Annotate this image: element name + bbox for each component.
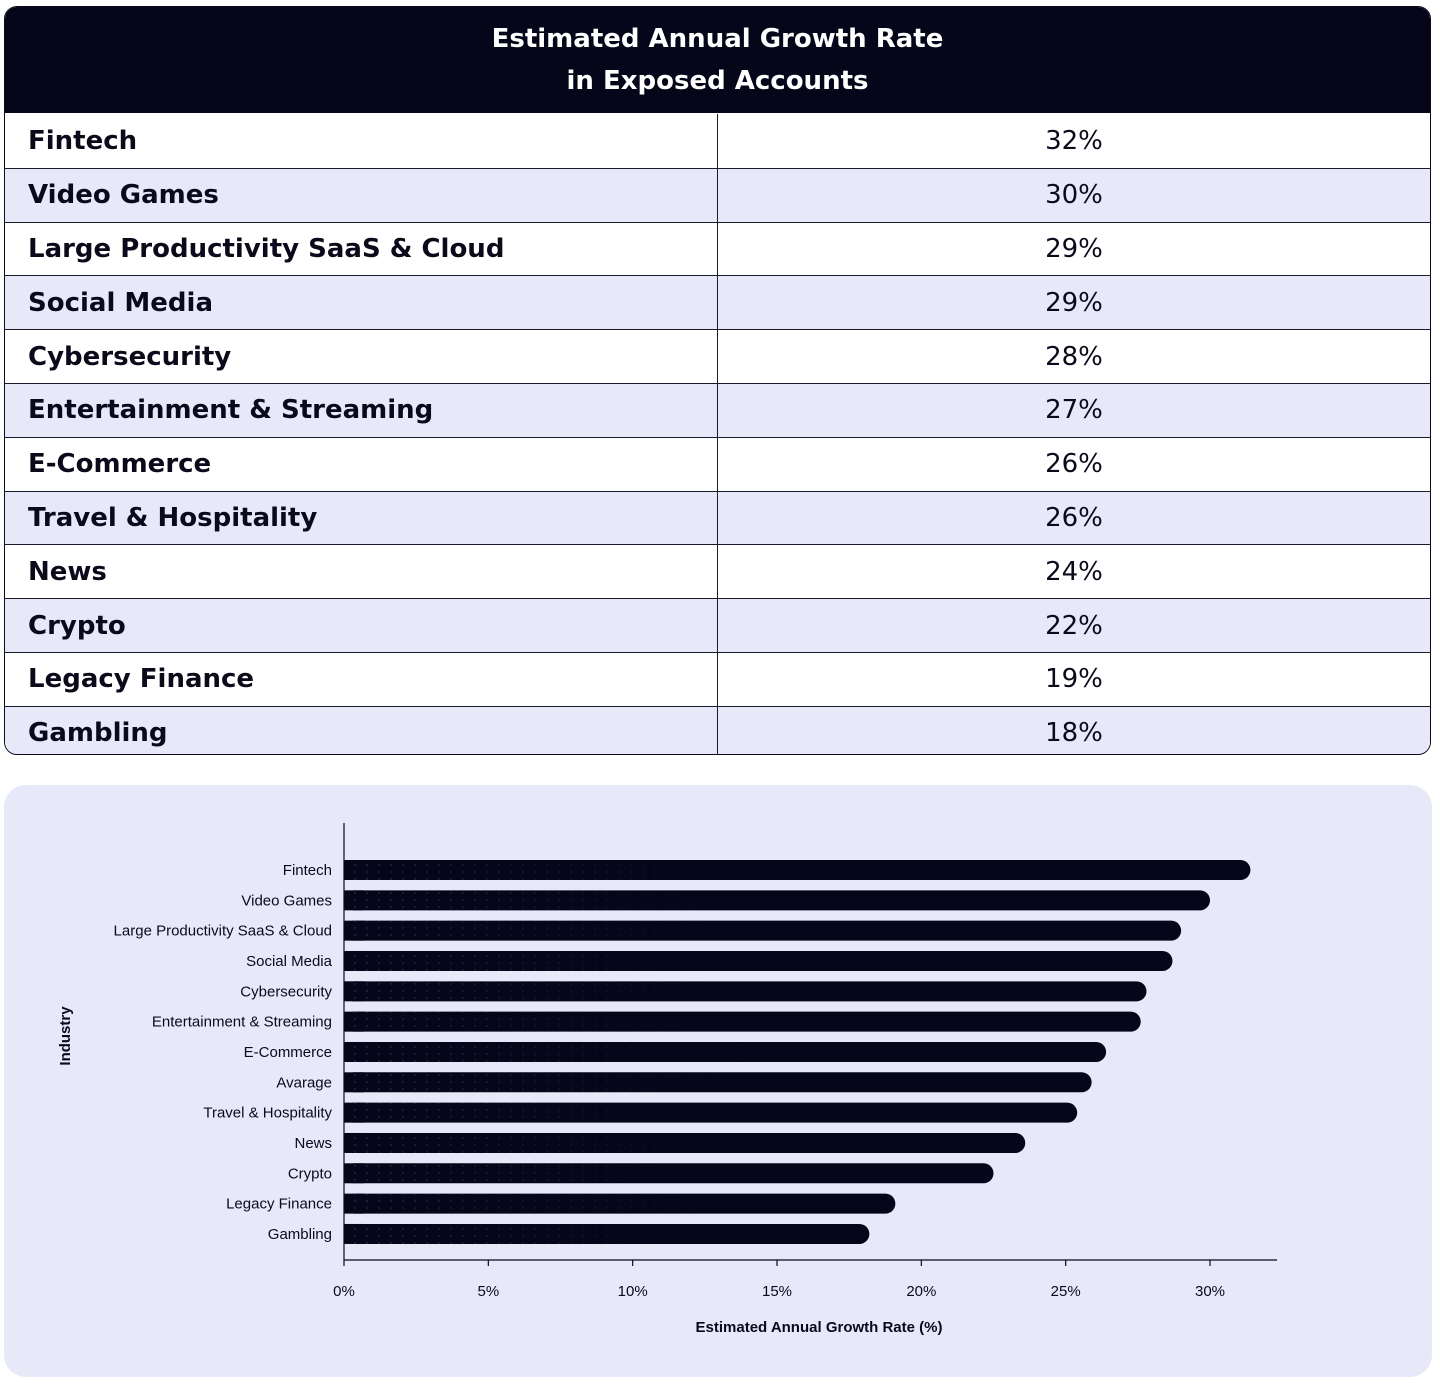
rate-cell: 27% — [1045, 395, 1103, 426]
y-tick-label: Video Games — [241, 892, 332, 909]
y-tick-label: Large Productivity SaaS & Cloud — [114, 923, 332, 940]
industry-cell: Entertainment & Streaming — [5, 384, 718, 437]
table-row: Legacy Finance 19% — [5, 652, 1430, 706]
table-row: Social Media 29% — [5, 275, 1430, 330]
bar-texture — [344, 1223, 744, 1244]
x-tick-label: 25% — [1051, 1283, 1081, 1300]
bar-texture — [344, 981, 744, 1002]
bar-group — [344, 1041, 1107, 1062]
industry-cell: Gambling — [5, 706, 718, 754]
bar-group — [344, 950, 1173, 971]
table-row: E-Commerce 26% — [5, 436, 1430, 491]
bar-texture — [344, 860, 744, 880]
y-tick-label: Social Media — [246, 953, 333, 970]
bar-texture — [344, 890, 744, 911]
bar-group — [344, 1102, 1078, 1123]
bar-group — [344, 1132, 1026, 1153]
rate-cell: 22% — [1045, 610, 1103, 641]
rate-cell: 18% — [1045, 718, 1103, 749]
table-row: Entertainment & Streaming 27% — [5, 383, 1430, 437]
bar-texture — [344, 1163, 744, 1184]
bar-group — [344, 860, 1251, 880]
rate-cell: 26% — [1045, 449, 1103, 480]
bar-group — [344, 890, 1210, 911]
industry-cell: E-Commerce — [5, 437, 718, 491]
bar-group — [344, 920, 1182, 941]
bar-group — [344, 1193, 896, 1214]
table-row: Fintech 32% — [5, 114, 1430, 168]
growth-rate-chart-card: Fintech Video Games Large Productivity Saa… — [4, 785, 1432, 1377]
industry-cell: Crypto — [5, 599, 718, 652]
bar-texture — [344, 1072, 744, 1093]
x-tick-label: 5% — [477, 1283, 499, 1300]
bar-group — [344, 1223, 870, 1244]
rate-cell: 29% — [1045, 233, 1103, 264]
x-tick-label: 0% — [333, 1283, 355, 1300]
y-tick-label: Entertainment & Streaming — [152, 1014, 332, 1031]
bar-texture — [344, 1193, 744, 1214]
industry-cell: Video Games — [5, 168, 718, 222]
x-tick-label: 10% — [618, 1283, 648, 1300]
rate-cell: 28% — [1045, 341, 1103, 372]
y-tick-label: Crypto — [288, 1165, 332, 1182]
bar-texture — [344, 950, 744, 971]
industry-cell: Cybersecurity — [5, 330, 718, 383]
rate-cell: 30% — [1045, 180, 1103, 211]
y-tick-label: News — [294, 1135, 332, 1152]
x-tick-label: 30% — [1195, 1283, 1225, 1300]
rate-cell: 24% — [1045, 556, 1103, 587]
x-axis-label: Estimated Annual Growth Rate (%) — [696, 1319, 943, 1336]
industry-cell: Large Productivity SaaS & Cloud — [5, 222, 718, 276]
industry-cell: News — [5, 545, 718, 599]
table-row: Cybersecurity 28% — [5, 329, 1430, 383]
y-tick-label: Avarage — [276, 1074, 332, 1091]
table-row: Gambling 18% — [5, 705, 1430, 754]
industry-cell: Legacy Finance — [5, 653, 718, 706]
y-tick-label: Gambling — [268, 1226, 332, 1243]
bar-texture — [344, 1041, 744, 1062]
table-row: Large Productivity SaaS & Cloud 29% — [5, 221, 1430, 276]
bar-group — [344, 1011, 1141, 1032]
bar-texture — [344, 1132, 744, 1153]
y-tick-label: Fintech — [283, 862, 332, 879]
industry-cell: Fintech — [5, 114, 718, 168]
rate-cell: 19% — [1045, 664, 1103, 695]
table-row: Travel & Hospitality 26% — [5, 490, 1430, 545]
rate-cell: 29% — [1045, 287, 1103, 318]
table-title-line-1: Estimated Annual Growth Rate — [491, 24, 944, 54]
y-tick-label: E-Commerce — [244, 1044, 332, 1061]
rate-cell: 32% — [1045, 125, 1103, 156]
y-axis-label: Industry — [57, 1006, 74, 1066]
industry-cell: Travel & Hospitality — [5, 491, 718, 545]
bar-group — [344, 1163, 994, 1184]
table-header: Estimated Annual Growth Rate in Exposed … — [5, 7, 1430, 113]
bar-texture — [344, 1011, 744, 1032]
bar-group — [344, 1072, 1092, 1093]
y-tick-label: Legacy Finance — [226, 1196, 332, 1213]
growth-rate-table: Estimated Annual Growth Rate in Exposed … — [4, 6, 1431, 755]
table-title-line-2: in Exposed Accounts — [566, 66, 869, 96]
y-tick-label: Travel & Hospitality — [203, 1105, 332, 1122]
table-row: Video Games 30% — [5, 167, 1430, 222]
industry-cell: Social Media — [5, 276, 718, 330]
table-row: Crypto 22% — [5, 598, 1430, 652]
y-tick-label: Cybersecurity — [240, 983, 332, 1000]
rate-cell: 26% — [1045, 502, 1103, 533]
x-tick-label: 15% — [762, 1283, 792, 1300]
bar-texture — [344, 1102, 744, 1123]
bar-texture — [344, 920, 744, 941]
table-row: News 24% — [5, 544, 1430, 599]
bar-group — [344, 981, 1147, 1002]
growth-rate-bar-chart: Fintech Video Games Large Productivity Saa… — [57, 823, 1277, 1336]
x-tick-label: 20% — [906, 1283, 936, 1300]
